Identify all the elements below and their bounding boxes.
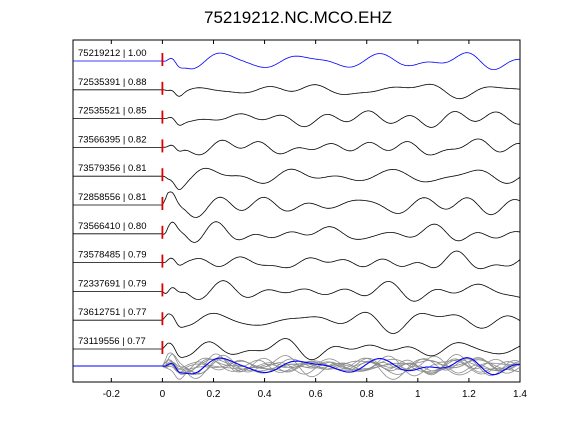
x-tick-label-1: 0 (160, 389, 166, 400)
trace-label-1: 75219212 | 1.00 (78, 48, 147, 59)
trace-waveform-4 (73, 138, 521, 156)
trace-label-2: 72535391 | 0.88 (78, 77, 147, 88)
trace-waveform-2 (73, 83, 520, 100)
plot-area (72, 39, 521, 383)
x-tick-label-7: 1.2 (462, 389, 476, 400)
trace-label-7: 73566410 | 0.80 (78, 221, 147, 232)
x-tick-label-0: -0.2 (103, 389, 121, 400)
x-tick-label-4: 0.6 (309, 389, 323, 400)
trace-waveform-5 (73, 167, 521, 190)
trace-waveform-10 (73, 311, 521, 334)
trace-label-8: 73578485 | 0.79 (78, 250, 147, 261)
trace-waveform-3 (73, 110, 520, 128)
stacked-waveform-reference (73, 357, 520, 376)
trace-label-4: 73566395 | 0.82 (78, 134, 147, 145)
stacked-trace-group (73, 352, 521, 380)
trace-waveform-6 (73, 191, 521, 218)
trace-label-5: 73579356 | 0.81 (78, 163, 147, 174)
trace-waveform-11 (73, 338, 521, 361)
trace-label-6: 72858556 | 0.81 (78, 192, 147, 203)
trace-label-11: 73119556 | 0.77 (78, 336, 146, 347)
trace-waveform-9 (73, 280, 521, 302)
trace-label-10: 73612751 | 0.77 (78, 307, 147, 318)
x-axis: -0.2 0 0.2 0.4 0.6 0.8 1 1.2 1.4 (103, 40, 527, 400)
x-tick-label-6: 1 (415, 389, 421, 400)
trace-label-9: 72337691 | 0.79 (78, 278, 147, 289)
x-tick-label-8: 1.4 (513, 389, 527, 400)
trace-label-group: 75219212 | 1.00 72535391 | 0.88 72535521 |… (78, 48, 147, 347)
trace-waveform-8 (73, 250, 521, 270)
trace-label-3: 72535521 | 0.85 (78, 106, 147, 117)
trace-waveform-7 (73, 221, 521, 243)
x-tick-label-5: 0.8 (360, 389, 374, 400)
x-tick-label-2: 0.2 (207, 389, 221, 400)
x-tick-label-3: 0.4 (258, 389, 272, 400)
chart-title: 75219212.NC.MCO.EHZ (204, 8, 392, 27)
trace-waveform-1 (73, 52, 520, 70)
trace-group (73, 52, 521, 361)
